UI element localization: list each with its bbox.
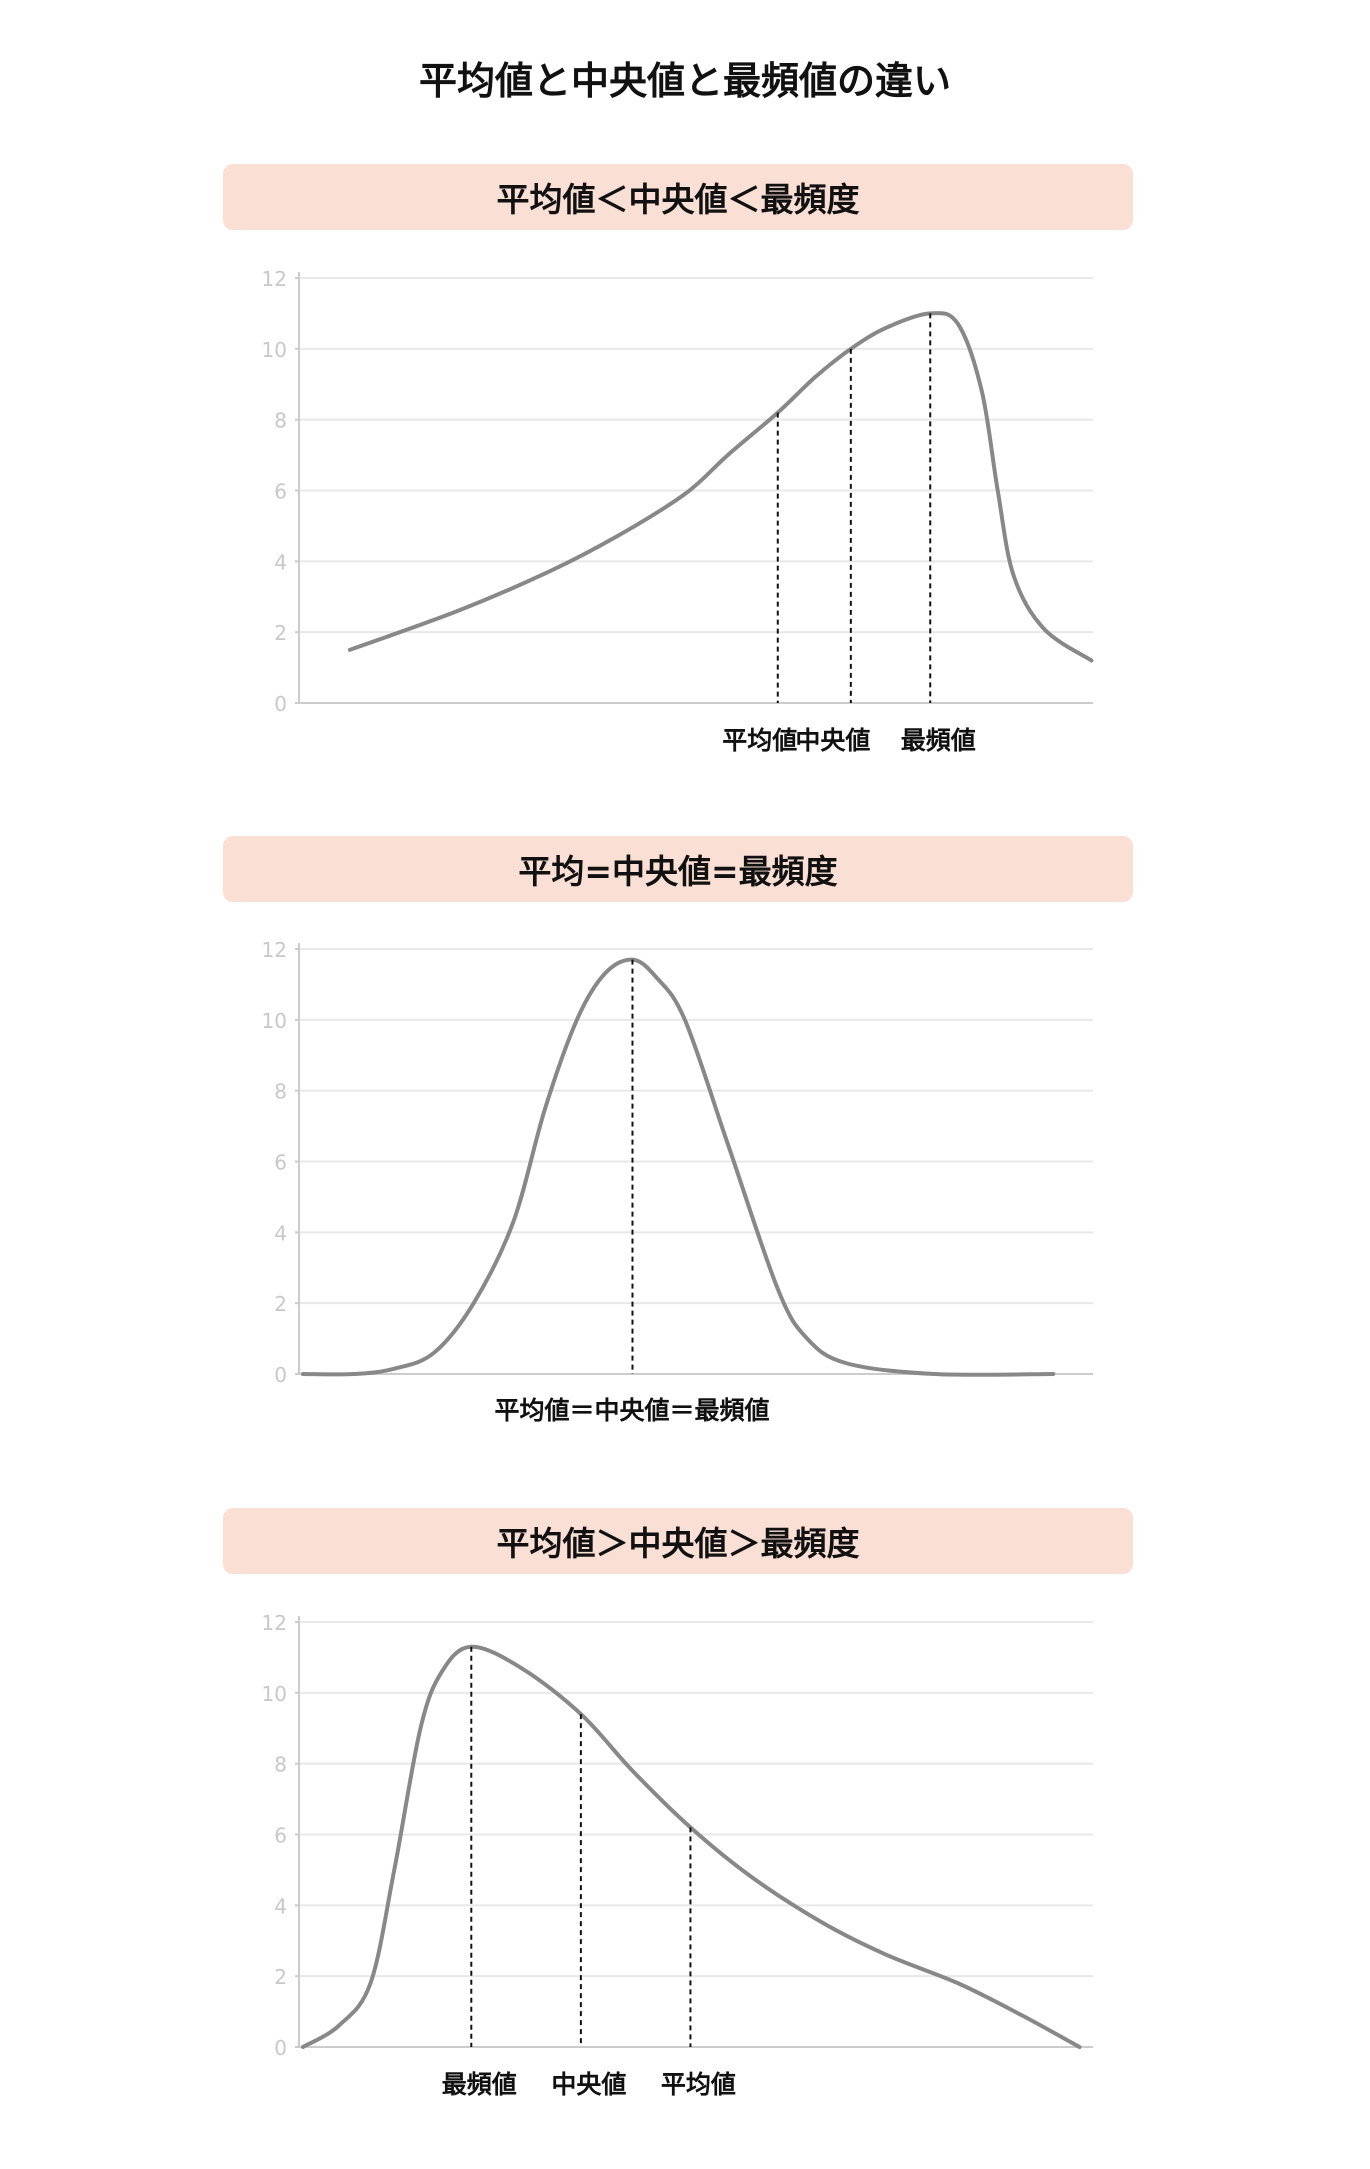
y-tick-label: 2	[274, 1965, 287, 1989]
page-title: 平均値と中央値と最頻値の違い	[418, 59, 951, 103]
y-tick-label: 12	[262, 267, 287, 291]
y-tick-label: 4	[274, 1894, 287, 1918]
y-tick-label: 0	[274, 1363, 287, 1387]
y-tick-label: 10	[262, 1682, 287, 1706]
marker-label: 中央値	[795, 726, 871, 755]
y-tick-label: 4	[274, 1221, 287, 1245]
y-tick-label: 2	[274, 1292, 287, 1316]
marker-label: 平均値	[722, 726, 798, 755]
y-tick-label: 10	[262, 1009, 287, 1033]
y-tick-label: 6	[274, 1151, 287, 1175]
y-tick-label: 8	[274, 1080, 287, 1104]
y-tick-label: 12	[262, 1611, 287, 1635]
marker-label: 平均値	[660, 2070, 736, 2099]
y-tick-label: 6	[274, 480, 287, 504]
chart-2-marker-label: 平均値＝中央値＝最頻値	[494, 1396, 770, 1425]
chart-2-symmetric: 0 2 4 6 8 10 12	[262, 938, 1093, 1387]
y-tick-label: 12	[262, 938, 287, 962]
marker-label: 中央値	[551, 2070, 627, 2099]
y-tick-label: 2	[274, 621, 287, 645]
chart-3-heading: 平均値＞中央値＞最頻度	[223, 1508, 1133, 1574]
distribution-curve	[300, 957, 1056, 1377]
marker-label: 最頻値	[900, 726, 976, 755]
y-tick-label: 0	[274, 2036, 287, 2060]
distribution-curve	[347, 311, 1094, 663]
marker-label: 最頻値	[441, 2070, 517, 2099]
chart-3-skewed-right: 0 2 4 6 8 10 12	[262, 1611, 1093, 2060]
y-tick-label: 6	[274, 1824, 287, 1848]
chart-1-skewed-left: 0 2 4 6 8 10 12	[262, 267, 1094, 716]
y-tick-label: 0	[274, 692, 287, 716]
y-tick-label: 10	[262, 338, 287, 362]
y-tick-label: 4	[274, 550, 287, 574]
y-tick-label: 8	[274, 1753, 287, 1777]
y-tick-label: 8	[274, 409, 287, 433]
chart-2-heading: 平均=中央値=最頻度	[223, 836, 1133, 902]
chart-1-heading: 平均値＜中央値＜最頻度	[223, 164, 1133, 230]
